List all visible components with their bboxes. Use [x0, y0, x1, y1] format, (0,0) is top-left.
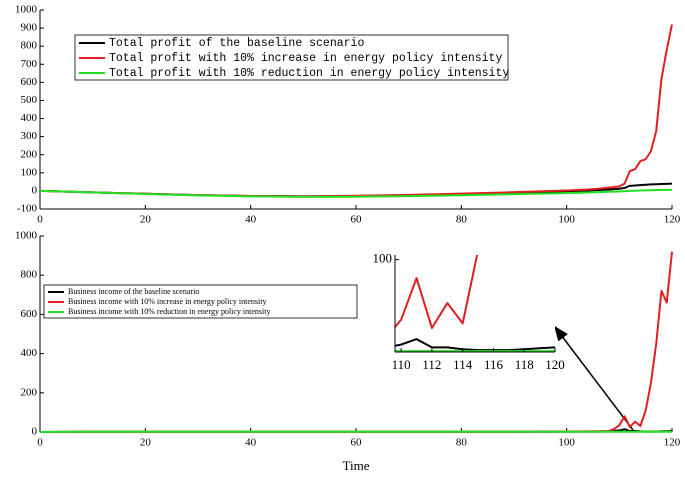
- x-tick-label: 80: [456, 214, 468, 226]
- legend-box: [43, 284, 358, 319]
- y-tick-label: -100: [17, 203, 38, 215]
- y-tick-label: 0: [32, 184, 38, 196]
- x-tick-label: 0: [37, 437, 43, 449]
- inset-x-tick-label: 110: [392, 357, 411, 372]
- legend-label: Total profit with 10% increase in energy…: [109, 52, 502, 65]
- y-tick-label: 700: [21, 58, 38, 70]
- y-tick-label: 200: [21, 386, 38, 398]
- y-tick-label: 500: [21, 94, 38, 106]
- y-tick-label: 600: [21, 76, 38, 88]
- x-tick-label: 20: [140, 437, 152, 449]
- legend-label: Total profit of the baseline scenario: [109, 37, 364, 50]
- x-tick-label: 100: [558, 437, 575, 449]
- inset-x-tick-label: 114: [453, 357, 473, 372]
- series-line: [39, 251, 673, 433]
- arrow: [554, 325, 634, 431]
- inset-x-tick-label: 120: [545, 357, 565, 372]
- x-tick-label: 120: [664, 437, 681, 449]
- legend-box: [74, 34, 509, 81]
- series-line: [39, 188, 672, 198]
- x-axis-label: Time: [343, 458, 370, 473]
- y-tick-label: 900: [21, 22, 38, 34]
- x-tick-label: 40: [245, 437, 257, 449]
- y-tick-label: 1000: [15, 230, 38, 242]
- x-tick-label: 120: [664, 214, 681, 226]
- y-tick-label: 1000: [15, 4, 38, 16]
- y-tick-label: 400: [21, 347, 38, 359]
- legend-label: Business income with 10% increase in ene…: [68, 297, 266, 306]
- y-tick-label: 200: [21, 148, 38, 160]
- y-tick-label: 600: [21, 308, 38, 320]
- inset-bg: [395, 255, 555, 352]
- x-tick-label: 100: [558, 214, 575, 226]
- x-tick-label: 20: [140, 214, 152, 226]
- inset-x-tick-label: 118: [515, 357, 534, 372]
- x-tick-label: 80: [456, 437, 468, 449]
- y-tick-label: 0: [32, 426, 38, 438]
- inset-x-tick-label: 112: [422, 357, 441, 372]
- y-tick-label: 800: [21, 269, 38, 281]
- x-tick-label: 40: [245, 214, 257, 226]
- y-tick-label: 800: [21, 40, 38, 52]
- inset-plot: [395, 255, 555, 352]
- x-tick-label: 60: [351, 437, 363, 449]
- legend-label: Business income with 10% reduction in en…: [68, 307, 271, 316]
- y-tick-label: 100: [21, 166, 38, 178]
- x-tick-label: 60: [351, 214, 363, 226]
- legend-label: Total profit with 10% reduction in energ…: [109, 67, 509, 80]
- y-tick-label: 400: [21, 112, 38, 124]
- y-tick-label: 300: [21, 130, 38, 142]
- inset-y-tick-label: 100: [373, 251, 393, 266]
- inset-x-tick-label: 116: [484, 357, 504, 372]
- legend-label: Business income of the baseline scenario: [68, 287, 199, 296]
- inset-line: [395, 350, 555, 352]
- x-tick-label: 0: [37, 214, 43, 226]
